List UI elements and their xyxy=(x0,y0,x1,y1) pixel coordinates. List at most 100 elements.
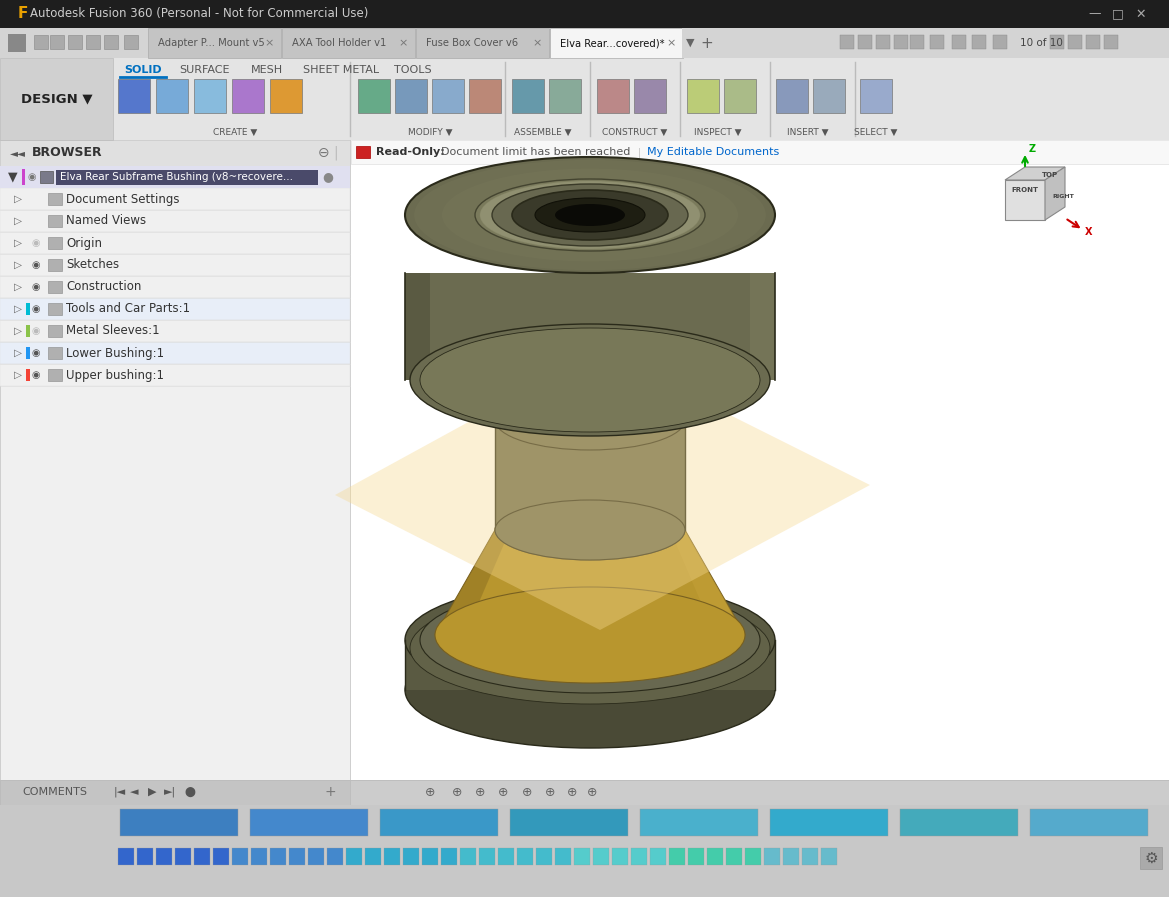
Bar xyxy=(383,848,400,865)
Text: ▷: ▷ xyxy=(14,194,22,204)
Polygon shape xyxy=(750,273,775,380)
Text: Document limit has been reached: Document limit has been reached xyxy=(441,147,630,157)
Bar xyxy=(707,848,722,865)
Bar xyxy=(0,780,350,805)
Bar xyxy=(26,303,30,315)
Ellipse shape xyxy=(494,500,685,560)
Ellipse shape xyxy=(420,587,760,693)
Bar xyxy=(346,848,362,865)
Text: +: + xyxy=(325,785,337,799)
Text: MESH: MESH xyxy=(251,65,283,75)
Text: ⬤: ⬤ xyxy=(184,787,195,797)
Text: ◉: ◉ xyxy=(32,282,41,292)
Bar xyxy=(650,848,666,865)
Bar xyxy=(155,79,188,113)
Text: SHEET METAL: SHEET METAL xyxy=(303,65,379,75)
Bar xyxy=(0,188,350,210)
Text: ▷: ▷ xyxy=(14,282,22,292)
Bar xyxy=(327,848,343,865)
Bar xyxy=(404,640,775,690)
Text: Origin: Origin xyxy=(65,237,102,249)
Text: Read-Only:: Read-Only: xyxy=(376,147,444,157)
Text: AXA Tool Holder v1: AXA Tool Holder v1 xyxy=(292,38,387,48)
Bar xyxy=(537,848,552,865)
Text: ▷: ▷ xyxy=(14,304,22,314)
Bar xyxy=(0,232,350,254)
Text: Metal Sleeves:1: Metal Sleeves:1 xyxy=(65,325,160,337)
Polygon shape xyxy=(670,530,745,635)
Bar xyxy=(613,848,628,865)
Text: ×: × xyxy=(399,38,408,48)
Bar xyxy=(48,259,62,271)
Bar xyxy=(270,79,302,113)
Bar xyxy=(909,35,924,49)
Ellipse shape xyxy=(410,324,770,436)
Bar xyxy=(498,848,514,865)
Text: ⊖: ⊖ xyxy=(318,146,330,160)
Polygon shape xyxy=(404,273,430,380)
Polygon shape xyxy=(435,530,745,635)
Ellipse shape xyxy=(404,157,775,273)
Bar xyxy=(8,34,26,52)
Bar xyxy=(726,848,742,865)
Polygon shape xyxy=(435,530,510,635)
Bar xyxy=(770,809,888,836)
Text: My Editable Documents: My Editable Documents xyxy=(646,147,780,157)
Text: DESIGN ▼: DESIGN ▼ xyxy=(21,92,92,106)
Text: Tools and Car Parts:1: Tools and Car Parts:1 xyxy=(65,302,191,316)
Polygon shape xyxy=(420,380,760,420)
Bar xyxy=(1068,35,1082,49)
Bar xyxy=(34,35,48,49)
Text: ◉: ◉ xyxy=(28,172,36,182)
Text: Upper bushing:1: Upper bushing:1 xyxy=(65,369,164,381)
Bar xyxy=(597,79,629,113)
Bar xyxy=(68,35,82,49)
Text: Z: Z xyxy=(1029,144,1036,154)
Bar xyxy=(0,364,350,386)
Text: ▷: ▷ xyxy=(14,260,22,270)
Bar xyxy=(48,281,62,293)
Bar xyxy=(0,58,113,140)
Bar xyxy=(687,79,719,113)
Text: ▷: ▷ xyxy=(14,348,22,358)
Text: SOLID: SOLID xyxy=(124,65,161,75)
Ellipse shape xyxy=(494,500,685,560)
Bar xyxy=(479,848,494,865)
Text: +: + xyxy=(700,36,713,50)
Bar xyxy=(631,848,646,865)
Polygon shape xyxy=(1005,167,1065,180)
Bar xyxy=(231,79,264,113)
Text: ◉: ◉ xyxy=(32,370,41,380)
Text: ◄: ◄ xyxy=(130,787,138,797)
Text: Fuse Box Cover v6: Fuse Box Cover v6 xyxy=(426,38,518,48)
Text: ⊕: ⊕ xyxy=(587,786,597,798)
Bar xyxy=(380,809,498,836)
Text: MODIFY ▼: MODIFY ▼ xyxy=(408,127,452,136)
Text: RIGHT: RIGHT xyxy=(1052,195,1074,199)
Ellipse shape xyxy=(435,587,745,683)
Ellipse shape xyxy=(480,181,700,249)
Text: 10 of 10: 10 of 10 xyxy=(1021,38,1063,48)
Bar xyxy=(821,848,837,865)
Polygon shape xyxy=(494,420,685,530)
Text: Lower Bushing:1: Lower Bushing:1 xyxy=(65,346,164,360)
Bar xyxy=(40,171,53,183)
Ellipse shape xyxy=(404,582,775,698)
Bar xyxy=(118,79,150,113)
Bar xyxy=(282,28,415,58)
Bar xyxy=(148,28,281,58)
Text: ◉: ◉ xyxy=(32,326,41,336)
Bar xyxy=(22,169,25,185)
Ellipse shape xyxy=(475,179,705,251)
Text: ×: × xyxy=(666,38,676,48)
Bar xyxy=(48,303,62,315)
Bar xyxy=(56,170,318,185)
Text: SURFACE: SURFACE xyxy=(180,65,230,75)
Text: INSERT ▼: INSERT ▼ xyxy=(787,127,829,136)
Bar xyxy=(357,146,371,158)
Bar xyxy=(48,215,62,227)
Bar xyxy=(416,28,549,58)
Bar xyxy=(971,35,985,49)
Bar xyxy=(841,35,855,49)
Bar xyxy=(574,848,590,865)
